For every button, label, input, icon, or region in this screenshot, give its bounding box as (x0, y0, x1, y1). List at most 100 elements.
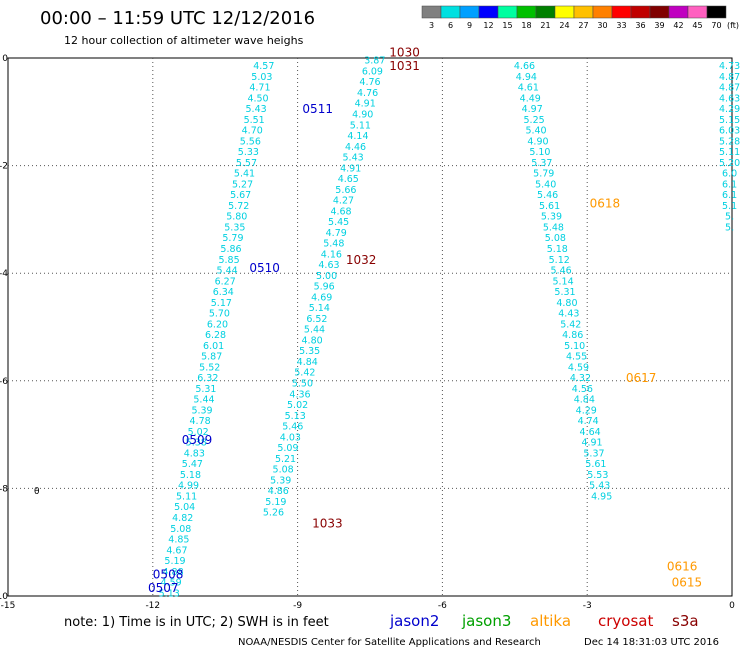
wave-height-value: 5.44 (304, 325, 325, 336)
wave-height-value: 5.18 (180, 470, 201, 481)
wave-height-value: 5.08 (170, 524, 191, 535)
plot-frame (7, 57, 733, 597)
colorbar-label: 30 (597, 21, 607, 30)
wave-height-value: 5.79 (222, 233, 243, 244)
colorbar-label: 21 (540, 21, 550, 30)
y-tick-label: -6 (0, 377, 8, 387)
wave-height-value: 5.35 (299, 346, 320, 357)
colorbar-swatch (421, 5, 442, 19)
wave-height-value: 4.71 (249, 83, 270, 94)
wave-height-value: 4.66 (514, 61, 535, 72)
wave-height-value: 5.00 (316, 271, 337, 282)
y-tick-label: 0 (2, 54, 8, 64)
colorbar-swatch (535, 5, 556, 19)
pass-label: 1031 (389, 59, 420, 73)
wave-height-value: 5.43 (589, 481, 610, 492)
wave-height-value: 4.87 (719, 83, 740, 94)
legend-item: altika (530, 612, 571, 630)
legend-item: jason2 (389, 612, 439, 630)
wave-height-value: 5.56 (240, 136, 261, 147)
wave-height-value: 5.87 (201, 352, 222, 363)
wave-height-value: 5.96 (314, 282, 335, 293)
wave-height-value: 5.57 (236, 158, 257, 169)
wave-height-value: 5.47 (182, 459, 203, 470)
wave-height-value: 5.38 (186, 438, 207, 449)
wave-height-value: 4.95 (591, 491, 612, 502)
colorbar-swatch (668, 5, 689, 19)
wave-height-value: 5.43 (246, 104, 267, 115)
x-tick-label: -6 (438, 601, 447, 611)
wave-height-value: 5.04 (174, 502, 195, 513)
colorbar-swatch (554, 5, 575, 19)
wave-height-value: 4.50 (247, 93, 268, 104)
pass-label: 0510 (249, 261, 280, 275)
wave-height-value: 4.90 (352, 109, 373, 120)
colorbar-swatch (573, 5, 594, 19)
wave-height-value: 5.10 (529, 147, 550, 158)
wave-height-value: 5.19 (164, 556, 185, 567)
wave-height-value: 4.90 (527, 136, 548, 147)
pass-label: 1033 (312, 516, 343, 530)
wave-height-value: 5.18 (547, 244, 568, 255)
wave-height-value: 4.73 (719, 61, 740, 72)
colorbar-swatch (478, 5, 499, 19)
wave-height-value: 5.02 (287, 400, 308, 411)
wave-height-value: 4.46 (345, 142, 366, 153)
chart-title: 00:00 – 11:59 UTC 12/12/2016 (40, 8, 315, 29)
wave-height-value: 5.02 (188, 427, 209, 438)
wave-height-value: 4.91 (340, 163, 361, 174)
legend-item: jason3 (461, 612, 511, 630)
footer-note: note: 1) Time is in UTC; 2) SWH is in fe… (64, 615, 329, 630)
wave-height-value: 4.63 (318, 260, 339, 271)
pass-label: 0509 (182, 433, 213, 447)
y-tick-label: -4 (0, 269, 8, 279)
pass-label: 0511 (302, 102, 333, 116)
colorbar-label: 36 (635, 21, 645, 30)
wave-height-value: 4.83 (184, 448, 205, 459)
pass-label: 1032 (346, 253, 377, 267)
pass-label: 0617 (626, 371, 657, 385)
wave-height-value: 4.74 (578, 416, 599, 427)
colorbar: 3 6 9 12 15 18 21 24 27 30 33 36 39 42 45 70 (ft) (421, 5, 739, 30)
wave-height-value: 4.43 (558, 309, 579, 320)
wave-height-value: 5.40 (535, 179, 556, 190)
wave-height-value: 4.76 (359, 77, 380, 88)
x-tick-label: -3 (583, 601, 592, 611)
wave-height-value: 4.94 (516, 72, 537, 83)
colorbar-label: 33 (616, 21, 626, 30)
wave-height-value: 5.41 (234, 169, 255, 180)
wave-height-value: 4.91 (581, 438, 602, 449)
x-tick-label: -9 (293, 601, 302, 611)
wave-height-value: 6.1 (722, 190, 737, 201)
wave-height-value: 5.31 (554, 287, 575, 298)
colorbar-label: 45 (692, 21, 702, 30)
wave-height-value: 5.39 (270, 475, 291, 486)
wave-height-values: 4.575.034.714.505.435.514.705.565.335.57… (159, 56, 740, 600)
colorbar-swatch (440, 5, 461, 19)
wave-height-value: 5.46 (537, 190, 558, 201)
wave-height-value: 5.11 (350, 120, 371, 131)
wave-height-value: 3.87 (364, 56, 385, 67)
wave-height-value: 4.32 (570, 373, 591, 384)
wave-height-value: 5.52 (199, 362, 220, 373)
wave-height-value: 4.80 (556, 298, 577, 309)
pass-label: 0508 (153, 567, 184, 581)
wave-height-value: 4.29 (719, 104, 740, 115)
wave-height-value: 4.27 (333, 196, 354, 207)
wave-height-value: 4.49 (520, 93, 541, 104)
y-tick-label: -8 (0, 484, 8, 494)
wave-height-value: 5.44 (193, 395, 214, 406)
wave-height-value: 5.42 (560, 319, 581, 330)
wave-height-value: 6.27 (215, 276, 236, 287)
x-tick-label: -15 (1, 601, 16, 611)
wave-height-value: 6.01 (203, 341, 224, 352)
footer-timestamp: Dec 14 18:31:03 UTC 2016 (584, 637, 719, 648)
wave-height-value: 6.20 (207, 319, 228, 330)
colorbar-label: 9 (467, 21, 472, 30)
wave-height-value: 5.31 (195, 384, 216, 395)
pass-label: 0507 (148, 581, 179, 595)
wave-height-value: 5.17 (211, 298, 232, 309)
wave-height-value: 4.82 (172, 513, 193, 524)
wave-height-value: 6.32 (197, 373, 218, 384)
